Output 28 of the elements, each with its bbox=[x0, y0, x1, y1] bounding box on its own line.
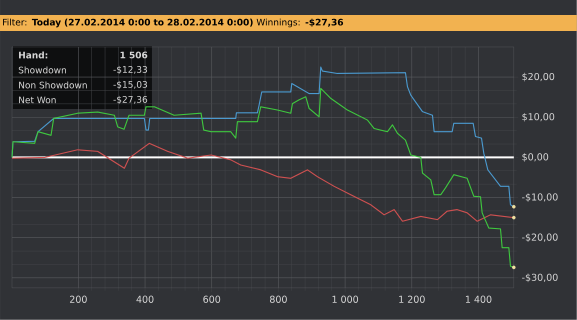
x-tick-label: 200 bbox=[70, 296, 87, 303]
annotation: Non Showdown bbox=[19, 82, 87, 89]
point bbox=[512, 216, 516, 220]
annotation: Hand: bbox=[19, 52, 48, 59]
x-tick-label: 800 bbox=[270, 296, 287, 303]
line-series bbox=[11, 66, 514, 208]
annotation: 1 506 bbox=[120, 52, 148, 58]
x-tick-label: 400 bbox=[136, 296, 154, 303]
annotation: -$12,33 bbox=[113, 66, 148, 74]
point bbox=[512, 205, 516, 209]
line-series bbox=[11, 88, 514, 268]
point bbox=[512, 266, 516, 270]
x-tick-label: 1 200 bbox=[399, 296, 425, 303]
y-tick-label: -$20,00 bbox=[522, 233, 558, 242]
chart-title: Filter: Today (27.02.2014 0:00 to 28.02.2014 0:00) Winnings: -$27,36 bbox=[3, 18, 344, 28]
x-tick-label: 1 400 bbox=[466, 296, 492, 303]
line-series bbox=[11, 142, 514, 222]
y-tick-label: $0,00 bbox=[522, 153, 548, 162]
annotation: Showdown bbox=[18, 66, 66, 74]
y-tick-label: $10,00 bbox=[522, 113, 554, 122]
y-tick-label: -$10,00 bbox=[522, 193, 558, 202]
annotation: Net Won bbox=[19, 96, 56, 104]
annotation: -$27,36 bbox=[113, 96, 148, 104]
annotation: -$15,03 bbox=[113, 80, 148, 90]
x-tick-label: 600 bbox=[203, 296, 220, 303]
y-tick-label: $20,00 bbox=[522, 72, 554, 82]
y-tick-label: -$30,00 bbox=[522, 274, 558, 282]
x-tick-label: 1 000 bbox=[332, 296, 358, 303]
